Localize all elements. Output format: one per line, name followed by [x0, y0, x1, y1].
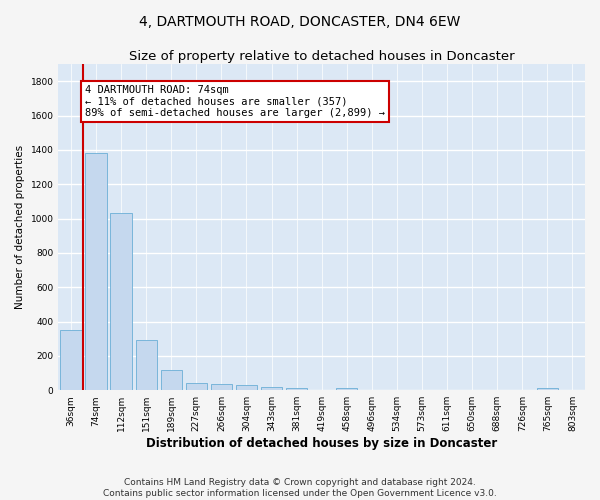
- Bar: [60, 330, 82, 390]
- Bar: [336, 388, 358, 390]
- Y-axis label: Number of detached properties: Number of detached properties: [15, 145, 25, 309]
- Text: 4 DARTMOUTH ROAD: 74sqm
← 11% of detached houses are smaller (357)
89% of semi-d: 4 DARTMOUTH ROAD: 74sqm ← 11% of detache…: [85, 85, 385, 118]
- Bar: [110, 214, 132, 390]
- Bar: [85, 154, 107, 390]
- Bar: [161, 370, 182, 390]
- Bar: [211, 384, 232, 390]
- Bar: [537, 388, 558, 390]
- X-axis label: Distribution of detached houses by size in Doncaster: Distribution of detached houses by size …: [146, 437, 497, 450]
- Bar: [286, 388, 307, 390]
- Text: 4, DARTMOUTH ROAD, DONCASTER, DN4 6EW: 4, DARTMOUTH ROAD, DONCASTER, DN4 6EW: [139, 15, 461, 29]
- Bar: [261, 387, 282, 390]
- Bar: [136, 340, 157, 390]
- Bar: [236, 385, 257, 390]
- Text: Contains HM Land Registry data © Crown copyright and database right 2024.
Contai: Contains HM Land Registry data © Crown c…: [103, 478, 497, 498]
- Title: Size of property relative to detached houses in Doncaster: Size of property relative to detached ho…: [129, 50, 515, 63]
- Bar: [185, 384, 207, 390]
